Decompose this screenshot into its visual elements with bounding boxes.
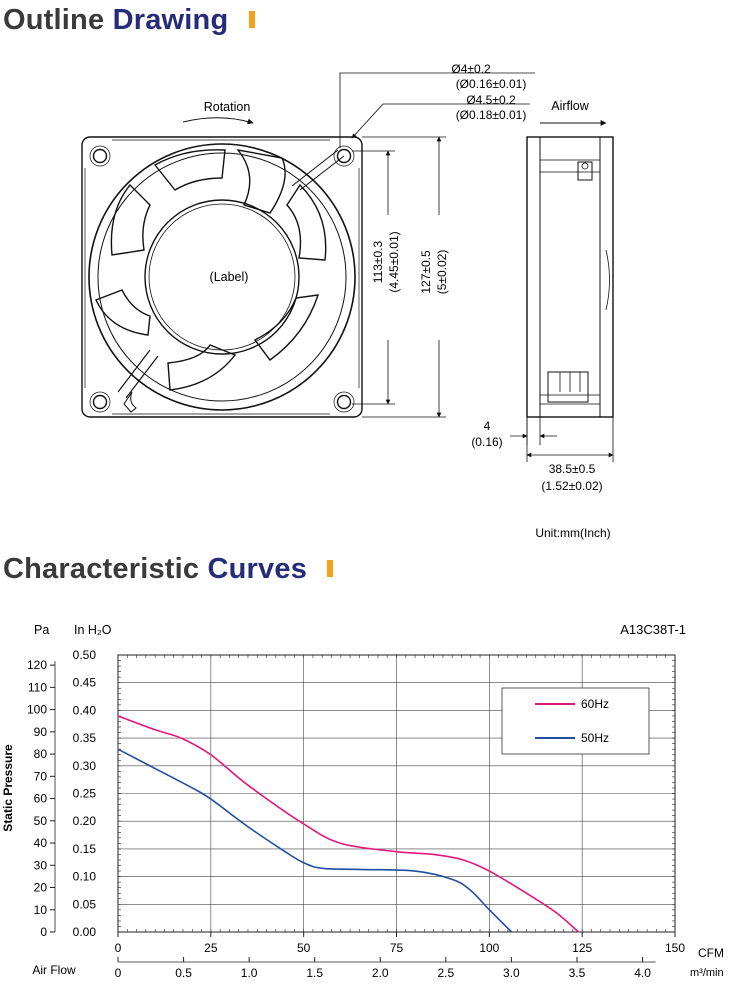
y-unit-right: In H₂O	[74, 623, 112, 637]
y-tick-label-pa: 90	[34, 725, 48, 739]
y-tick-label-pa: 100	[27, 703, 47, 717]
hole-dim-2-mm: Ø4.5±0.2	[466, 93, 516, 107]
y-tick-label-pa: 50	[34, 814, 48, 828]
chart-series	[117, 715, 579, 933]
y-tick-label-pa: 10	[34, 903, 48, 917]
characteristic-curves-title: Characteristic Curves	[3, 553, 334, 586]
hole-spacing-in: (4.45±0.01)	[387, 231, 401, 292]
x-tick-label-cfm: 125	[572, 941, 592, 955]
x-tick-label-cfm: 100	[479, 941, 499, 955]
curves-title-word2: Curves	[207, 553, 308, 585]
y-tick-label-pa: 40	[34, 836, 48, 850]
hole-dim-1-in: (Ø0.16±0.01)	[456, 77, 527, 91]
outline-title-word2: Drawing	[112, 4, 229, 36]
x-tick-label-cfm: 75	[390, 941, 404, 955]
chart-legend: 60Hz 50Hz	[501, 687, 650, 755]
y-tick-label-inh2o: 0.00	[73, 925, 97, 939]
y-tick-label-inh2o: 0.40	[73, 703, 97, 717]
x-tick-label-cfm: 25	[204, 941, 218, 955]
x-tick-label-m3min: 4.0	[634, 966, 651, 980]
outline-title-word1: Outline	[3, 4, 105, 36]
y-tick-label-pa: 120	[27, 658, 47, 672]
x-tick-label-cfm: 50	[297, 941, 311, 955]
y-tick-label-inh2o: 0.05	[73, 897, 97, 911]
title-accent-mark	[248, 11, 255, 28]
y-unit-left: Pa	[34, 623, 49, 637]
series-line-60hz	[117, 715, 579, 933]
x-unit-top: CFM	[698, 946, 724, 960]
y-tick-label-inh2o: 0.35	[73, 731, 97, 745]
hole-spacing-mm: 113±0.3	[371, 240, 385, 283]
fan-front-view	[81, 136, 363, 418]
label-text: (Label)	[210, 270, 249, 284]
y-tick-label-pa: 20	[34, 881, 48, 895]
curves-title-word1: Characteristic	[3, 553, 200, 585]
x-tick-label-cfm: 0	[115, 941, 122, 955]
title-accent-mark	[327, 560, 334, 577]
flange-dimension	[510, 417, 557, 445]
x-tick-label-m3min: 3.5	[569, 966, 586, 980]
x-tick-label-m3min: 1.0	[241, 966, 258, 980]
outline-drawing-title: Outline Drawing	[3, 4, 255, 37]
y-tick-label-pa: 0	[40, 925, 47, 939]
x-tick-label-m3min: 0.5	[175, 966, 192, 980]
hole-dim-1-mm: Ø4±0.2	[451, 62, 491, 76]
airflow-label: Airflow	[551, 99, 589, 113]
vertical-dimensions	[352, 136, 446, 418]
y-tick-label-inh2o: 0.10	[73, 870, 97, 884]
rotation-arrow	[182, 117, 254, 125]
y-tick-label-pa: 70	[34, 769, 48, 783]
y-tick-label-pa: 110	[28, 680, 47, 694]
flange-in: (0.16)	[471, 435, 502, 449]
x-axis-title: Air Flow	[32, 963, 76, 977]
hole-leaders	[339, 72, 535, 148]
y-tick-label-inh2o: 0.30	[73, 759, 97, 773]
depth-mm: 38.5±0.5	[549, 462, 596, 476]
y-tick-label-inh2o: 0.20	[73, 814, 97, 828]
depth-in: (1.52±0.02)	[541, 479, 602, 493]
characteristic-chart: Pa In H₂O A13C38T-1 Static Pressure 0 25 5…	[1, 622, 724, 980]
legend-label-60hz: 60Hz	[581, 697, 609, 711]
y-tick-label-inh2o: 0.25	[73, 787, 97, 801]
x-tick-label-m3min: 2.0	[372, 966, 389, 980]
depth-dimension	[526, 417, 614, 462]
rotation-label: Rotation	[204, 100, 251, 114]
unit-note: Unit:mm(Inch)	[535, 526, 610, 540]
x-tick-label-cfm: 150	[665, 941, 685, 955]
x-tick-label-m3min: 1.5	[306, 966, 323, 980]
x-tick-label-m3min: 0	[115, 966, 122, 980]
hole-dim-2-in: (Ø0.18±0.01)	[456, 108, 527, 122]
frame-size-mm: 127±0.5	[419, 250, 433, 294]
y-tick-label-pa: 60	[34, 792, 48, 806]
x-tick-label-m3min: 2.5	[437, 966, 454, 980]
legend-label-50hz: 50Hz	[581, 731, 609, 745]
outline-drawing: Rotation (Label) Ø4±0.2 (Ø0	[81, 62, 614, 540]
y-axis-title: Static Pressure	[1, 744, 15, 832]
y-tick-label-inh2o: 0.50	[73, 648, 97, 662]
flange-mm: 4	[484, 419, 491, 433]
x-unit-bottom: m³/min	[690, 967, 724, 979]
fan-side-view	[526, 136, 614, 418]
chart-model: A13C38T-1	[620, 622, 686, 637]
y-tick-label-inh2o: 0.15	[73, 842, 97, 856]
y-tick-label-pa: 80	[34, 747, 48, 761]
frame-size-in: (5±0.02)	[435, 250, 449, 295]
legend-box	[501, 687, 650, 755]
y-tick-label-pa: 30	[34, 858, 48, 872]
series-line-50hz	[117, 748, 513, 933]
y-tick-label-inh2o: 0.45	[73, 676, 97, 690]
x-tick-label-m3min: 3.0	[503, 966, 520, 980]
